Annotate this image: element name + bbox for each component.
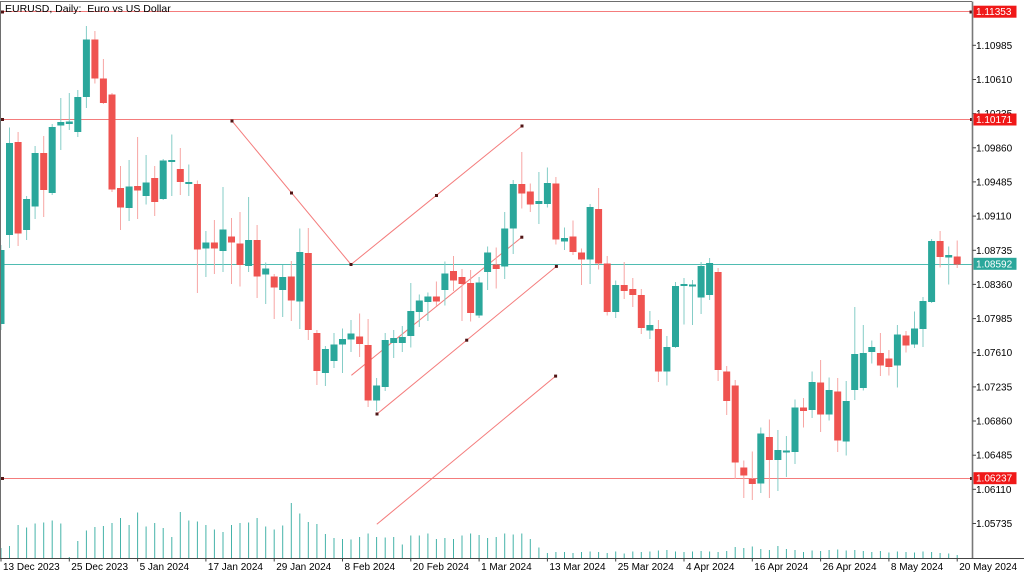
svg-text:8 Feb 2024: 8 Feb 2024 — [345, 562, 396, 573]
svg-text:26 Apr 2024: 26 Apr 2024 — [823, 562, 877, 573]
svg-text:1.10610: 1.10610 — [976, 75, 1013, 86]
svg-text:1.10985: 1.10985 — [976, 41, 1013, 52]
svg-text:EURUSD, Daily: Euro vs US Dol: EURUSD, Daily: Euro vs US Dollar — [5, 3, 171, 15]
svg-text:1.05735: 1.05735 — [976, 519, 1013, 530]
svg-text:1.09485: 1.09485 — [976, 177, 1013, 188]
svg-text:8 May 2024: 8 May 2024 — [891, 562, 944, 573]
svg-text:1.08735: 1.08735 — [976, 246, 1013, 257]
svg-text:1.06860: 1.06860 — [976, 417, 1013, 428]
svg-text:20 May 2024: 20 May 2024 — [959, 562, 1017, 573]
svg-text:1.10171: 1.10171 — [976, 115, 1013, 126]
svg-text:20 Feb 2024: 20 Feb 2024 — [413, 562, 470, 573]
svg-text:1.08592: 1.08592 — [976, 259, 1013, 270]
svg-text:25 Dec 2023: 25 Dec 2023 — [71, 562, 128, 573]
svg-text:29 Jan 2024: 29 Jan 2024 — [276, 562, 331, 573]
svg-text:1.07610: 1.07610 — [976, 348, 1013, 359]
svg-text:1.06485: 1.06485 — [976, 451, 1013, 462]
svg-text:1.06110: 1.06110 — [976, 485, 1012, 496]
svg-text:1.07985: 1.07985 — [976, 314, 1013, 325]
svg-text:1.09110: 1.09110 — [976, 212, 1012, 223]
svg-text:1.11353: 1.11353 — [976, 7, 1012, 18]
svg-text:1.09860: 1.09860 — [976, 143, 1013, 154]
svg-text:5 Jan 2024: 5 Jan 2024 — [140, 562, 190, 573]
svg-text:13 Dec 2023: 13 Dec 2023 — [3, 562, 60, 573]
svg-text:4 Apr 2024: 4 Apr 2024 — [686, 562, 735, 573]
svg-text:1.07235: 1.07235 — [976, 382, 1013, 393]
svg-text:16 Apr 2024: 16 Apr 2024 — [754, 562, 808, 573]
svg-text:1.06237: 1.06237 — [976, 474, 1013, 485]
svg-text:17 Jan 2024: 17 Jan 2024 — [208, 562, 263, 573]
svg-text:13 Mar 2024: 13 Mar 2024 — [549, 562, 606, 573]
svg-text:25 Mar 2024: 25 Mar 2024 — [618, 562, 675, 573]
svg-text:1.08360: 1.08360 — [976, 280, 1013, 291]
svg-text:1 Mar 2024: 1 Mar 2024 — [481, 562, 532, 573]
